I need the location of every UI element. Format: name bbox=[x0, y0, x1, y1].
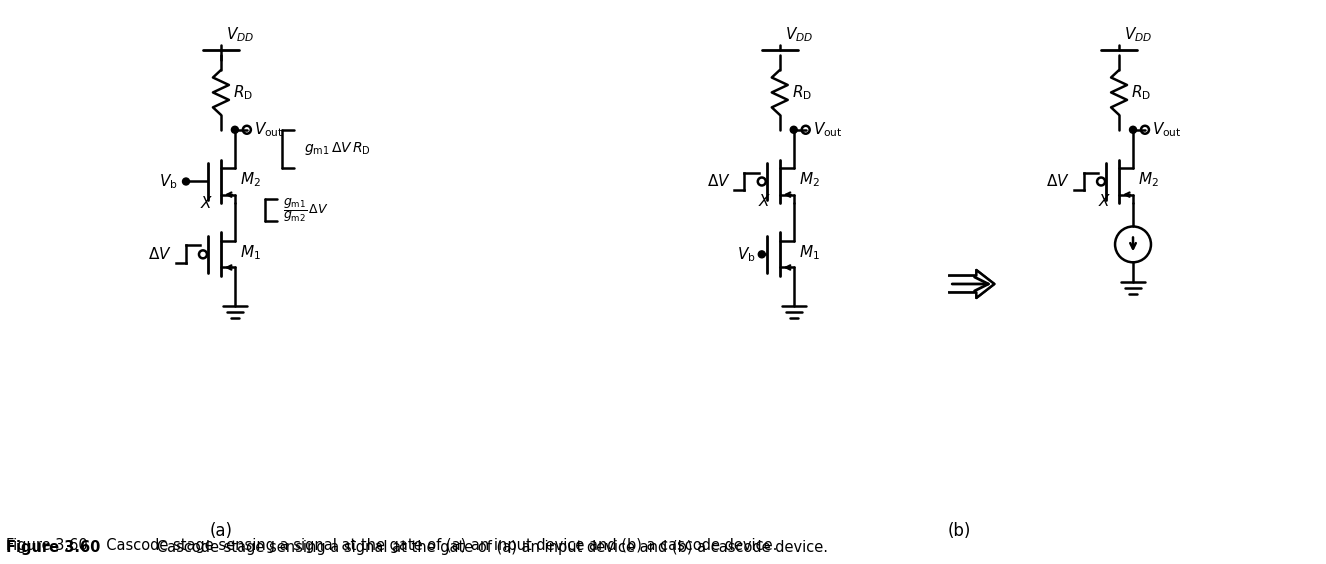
Text: $M_1$: $M_1$ bbox=[240, 243, 261, 262]
Circle shape bbox=[790, 126, 797, 133]
Text: $\Delta V$: $\Delta V$ bbox=[707, 174, 731, 190]
Text: (b): (b) bbox=[948, 522, 971, 540]
Circle shape bbox=[1130, 126, 1136, 133]
Text: $V_{DD}$: $V_{DD}$ bbox=[1124, 25, 1152, 44]
Text: $\Delta V$: $\Delta V$ bbox=[149, 246, 172, 262]
Text: $R_{\mathrm{D}}$: $R_{\mathrm{D}}$ bbox=[792, 83, 812, 102]
Circle shape bbox=[758, 251, 765, 258]
Text: $V_{\mathrm{out}}$: $V_{\mathrm{out}}$ bbox=[253, 120, 284, 139]
Text: Cascode stage sensing a signal at the gate of (a) an input device and (b) a casc: Cascode stage sensing a signal at the ga… bbox=[143, 540, 829, 554]
Text: $V_{\mathrm{b}}$: $V_{\mathrm{b}}$ bbox=[737, 245, 756, 264]
Text: $R_{\mathrm{D}}$: $R_{\mathrm{D}}$ bbox=[1131, 83, 1151, 102]
Circle shape bbox=[183, 178, 190, 185]
Text: $V_{DD}$: $V_{DD}$ bbox=[785, 25, 813, 44]
Text: $X$: $X$ bbox=[200, 195, 213, 210]
Text: $M_2$: $M_2$ bbox=[798, 170, 819, 189]
Text: $X$: $X$ bbox=[758, 192, 772, 209]
Text: $M_1$: $M_1$ bbox=[798, 243, 819, 262]
Text: $V_{DD}$: $V_{DD}$ bbox=[225, 25, 255, 44]
Text: $V_{\mathrm{out}}$: $V_{\mathrm{out}}$ bbox=[1152, 120, 1181, 139]
Text: $g_{\mathrm{m1}}\,\Delta V\,R_{\mathrm{D}}$: $g_{\mathrm{m1}}\,\Delta V\,R_{\mathrm{D… bbox=[304, 140, 371, 157]
Text: $\Delta V$: $\Delta V$ bbox=[1046, 174, 1070, 190]
Text: $V_{\mathrm{b}}$: $V_{\mathrm{b}}$ bbox=[159, 172, 178, 191]
Text: (a): (a) bbox=[210, 522, 232, 540]
Text: $R_{\mathrm{D}}$: $R_{\mathrm{D}}$ bbox=[233, 83, 253, 102]
Text: $V_{\mathrm{out}}$: $V_{\mathrm{out}}$ bbox=[813, 120, 842, 139]
Text: $\dfrac{g_{\mathrm{m1}}}{g_{\mathrm{m2}}}\,\Delta V$: $\dfrac{g_{\mathrm{m1}}}{g_{\mathrm{m2}}… bbox=[282, 196, 329, 223]
Polygon shape bbox=[949, 270, 994, 298]
Text: $M_2$: $M_2$ bbox=[1138, 170, 1159, 189]
Text: Figure 3.60: Figure 3.60 bbox=[7, 540, 101, 554]
Circle shape bbox=[232, 126, 239, 133]
Text: $M_2$: $M_2$ bbox=[240, 170, 261, 189]
Text: Figure 3.60    Cascode stage sensing a signal at the gate of (a) an input device: Figure 3.60 Cascode stage sensing a sign… bbox=[7, 537, 778, 553]
Text: $X$: $X$ bbox=[1098, 192, 1111, 209]
